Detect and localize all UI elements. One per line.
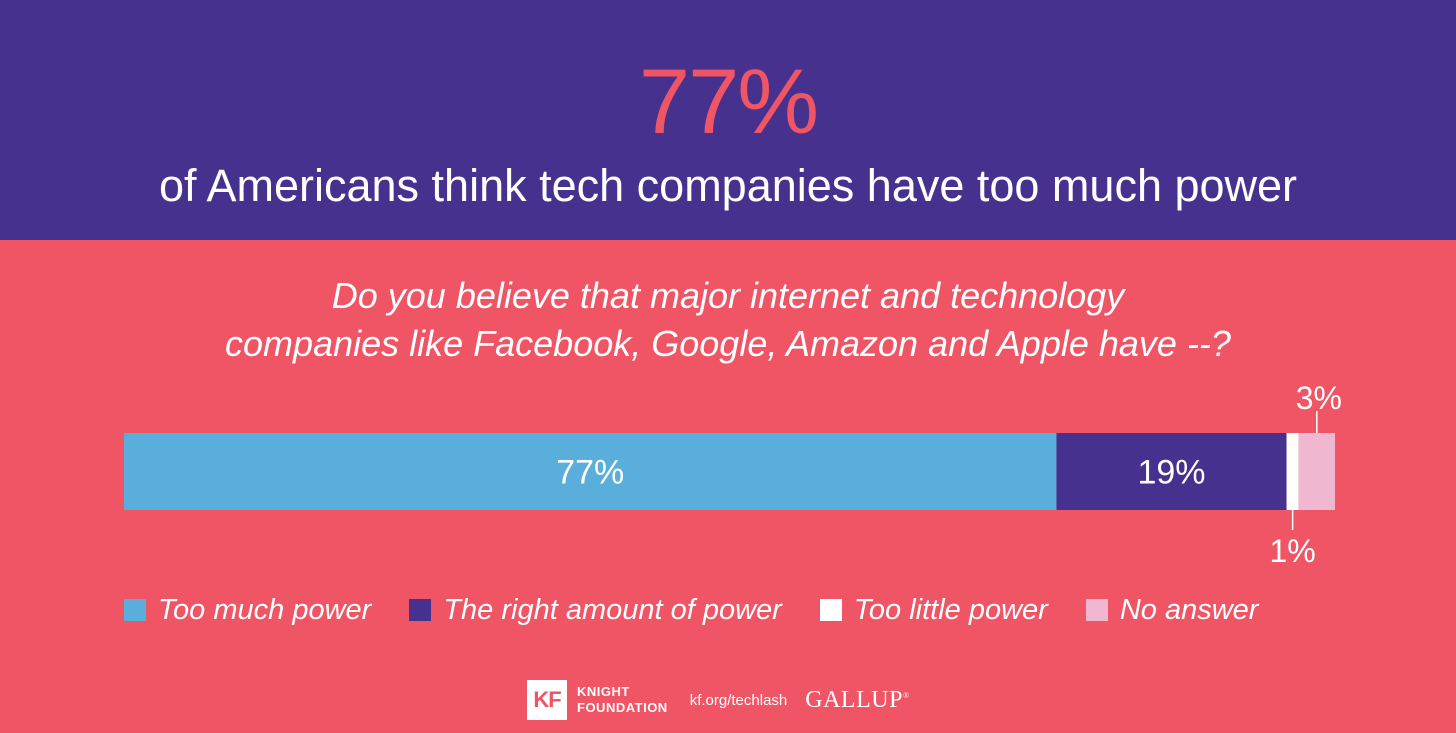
legend-swatch-too-little	[819, 599, 842, 621]
legend-item-too-little: Too little power	[819, 593, 1048, 627]
data-label-too-much: 77%	[556, 454, 624, 492]
gallup-logo: GALLUP®	[805, 687, 909, 714]
legend: Too much power The right amount of power…	[124, 590, 1258, 630]
org-line-2: FOUNDATION	[577, 700, 668, 715]
footer-url: kf.org/techlash	[689, 691, 788, 709]
legend-item-right-amount: The right amount of power	[409, 594, 782, 627]
legend-label-no-answer: No answer	[1119, 593, 1259, 626]
bar-segment-right-amount	[1056, 433, 1287, 510]
gallup-wordmark: GALLUP	[805, 686, 903, 713]
big-stat: 77%	[638, 51, 819, 153]
legend-item-too-much: Too much power	[124, 594, 371, 627]
legend-swatch-too-much	[124, 599, 146, 621]
legend-swatch-no-answer	[1085, 599, 1108, 621]
headline: of Americans think tech companies have t…	[158, 160, 1298, 211]
data-label-right-amount: 19%	[1137, 454, 1205, 492]
legend-label-right-amount: The right amount of power	[443, 593, 782, 626]
footer: KF KNIGHT FOUNDATION kf.org/techlash GAL…	[527, 679, 910, 721]
header-band: 77% of Americans think tech companies ha…	[0, 0, 1456, 240]
data-label-no-answer: 3%	[1296, 380, 1342, 416]
bar-segment-no-answer	[1298, 433, 1335, 510]
legend-label-too-little: Too little power	[853, 593, 1048, 626]
gallup-registered-mark: ®	[902, 690, 910, 700]
legend-swatch-right-amount	[409, 599, 432, 621]
legend-label-too-much: Too much power	[158, 593, 372, 626]
org-line-1: KNIGHT	[577, 684, 630, 699]
bar-segment-too-little	[1286, 433, 1299, 510]
knight-foundation-logo: KF	[527, 680, 567, 720]
legend-item-no-answer: No answer	[1085, 593, 1259, 627]
data-label-too-little: 1%	[1269, 533, 1315, 569]
bar-segment-too-much	[124, 433, 1057, 510]
knight-foundation-name: KNIGHT FOUNDATION	[577, 684, 668, 716]
survey-question: Do you believe that major internet and t…	[0, 272, 1456, 368]
question-line-1: Do you believe that major internet and t…	[331, 275, 1125, 316]
question-line-2: companies like Facebook, Google, Amazon …	[225, 323, 1231, 364]
